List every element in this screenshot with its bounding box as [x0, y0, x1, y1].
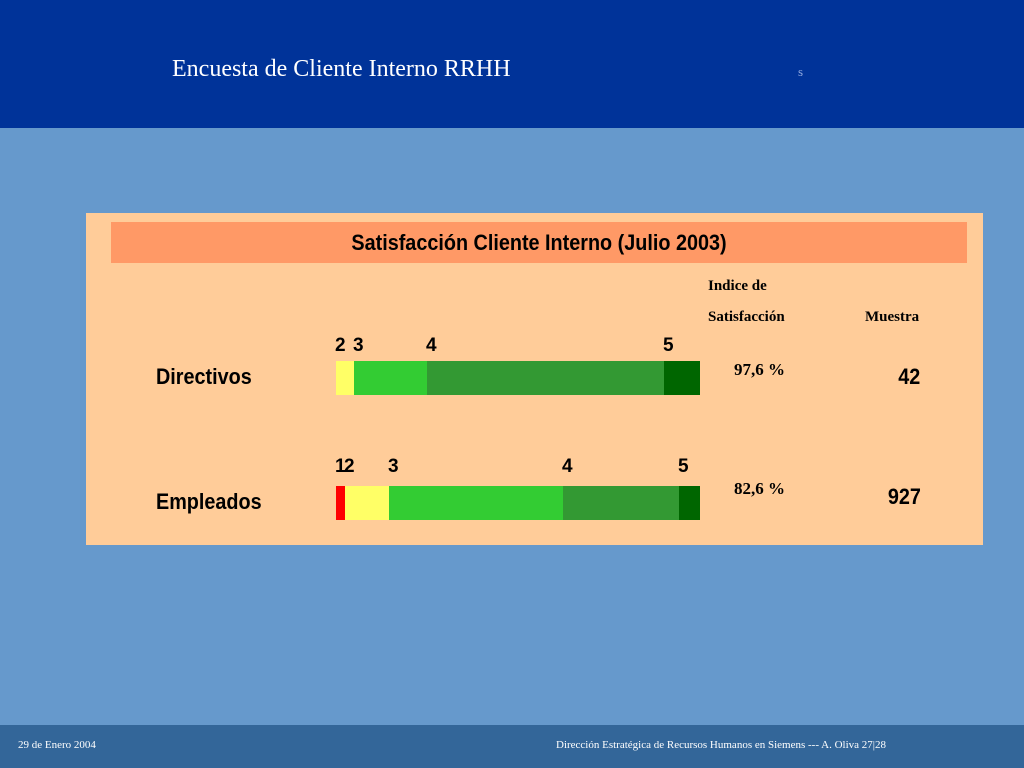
bar-segment-score-2	[336, 361, 354, 395]
index-header-line2: Satisfacción	[708, 309, 785, 325]
sample-header: Muestra	[865, 309, 920, 325]
index-value-empleados: 82,6 %	[734, 479, 785, 498]
score-label-3: 3	[353, 335, 364, 356]
slide-title: Encuesta de Cliente Interno RRHH	[172, 56, 511, 82]
bar-segment-score-4	[427, 361, 664, 395]
score-label-5: 5	[663, 335, 674, 356]
chart-title-bar	[111, 222, 967, 263]
bar-segment-score-3	[354, 361, 427, 395]
bar-segment-score-5	[679, 486, 700, 520]
sample-value-directivos: 42	[898, 364, 921, 389]
score-label-3: 3	[388, 456, 399, 477]
footer-date: 29 de Enero 2004	[18, 739, 96, 751]
stacked-bar-empleados	[336, 486, 700, 520]
score-label-2: 2	[335, 335, 346, 356]
row-label-directivos: Directivos	[156, 364, 252, 389]
sample-value-empleados: 927	[887, 484, 921, 509]
bar-segment-score-4	[563, 486, 679, 520]
footer-credit: Dirección Estratégica de Recursos Humano…	[556, 739, 886, 751]
score-label-2: 2	[344, 456, 355, 477]
score-label-4: 4	[426, 335, 437, 356]
bar-segment-score-5	[664, 361, 700, 395]
header-mark: s	[798, 64, 804, 79]
bar-segment-score-1	[336, 486, 345, 520]
score-label-5: 5	[678, 456, 689, 477]
stacked-bar-directivos	[336, 361, 700, 395]
bar-segment-score-2	[345, 486, 389, 520]
index-header-line1: Indice de	[708, 278, 767, 294]
header-bar	[0, 0, 1024, 128]
index-value-directivos: 97,6 %	[734, 360, 785, 379]
score-label-4: 4	[562, 456, 573, 477]
bar-segment-score-3	[389, 486, 563, 520]
chart-title: Satisfacción Cliente Interno (Julio 2003…	[351, 230, 727, 255]
footer-bar	[0, 725, 1024, 768]
score-label-1: 1	[335, 456, 346, 477]
row-label-empleados: Empleados	[156, 489, 262, 514]
